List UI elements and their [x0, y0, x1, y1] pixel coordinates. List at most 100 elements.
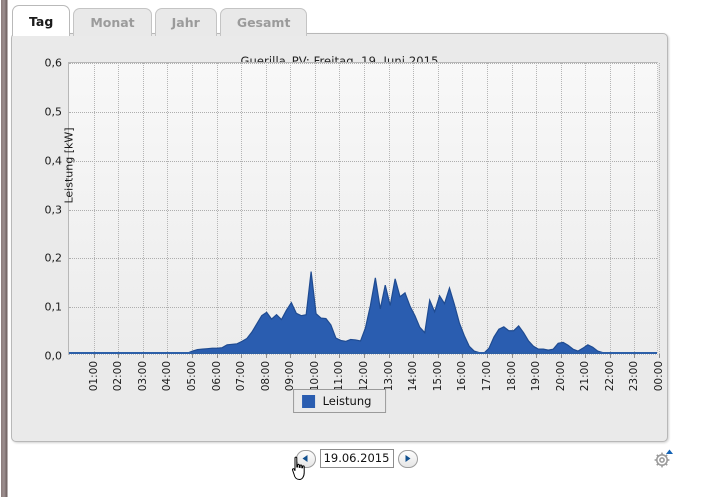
tab-tag-label: Tag [29, 13, 54, 29]
x-tick-mark [191, 354, 193, 358]
chevron-right-icon [405, 455, 411, 462]
settings-gear-button[interactable] [652, 448, 674, 470]
grid-line-vertical [486, 63, 488, 354]
x-tick-mark [511, 354, 513, 358]
x-tick-label: 00:00 [653, 361, 665, 392]
x-tick-mark [462, 354, 464, 358]
x-tick-label: 02:00 [112, 361, 125, 392]
x-tick-mark [585, 354, 587, 358]
x-tick-mark [142, 354, 144, 358]
grid-line-vertical [659, 63, 660, 354]
chart-legend[interactable]: Leistung [292, 389, 387, 413]
date-navigation: 19.06.2015 [295, 449, 418, 468]
grid-line-horizontal [69, 111, 657, 113]
grid-line-vertical [290, 63, 292, 354]
x-tick-label: 05:00 [185, 361, 198, 392]
x-tick-label: 23:00 [628, 361, 641, 392]
grid-line-vertical [609, 63, 611, 354]
browser-edge-strip [0, 0, 9, 497]
date-input[interactable]: 19.06.2015 [319, 449, 394, 468]
grid-line-vertical [462, 63, 464, 354]
x-tick-label: 07:00 [235, 361, 248, 392]
x-tick-label: 16:00 [456, 361, 469, 392]
grid-line-vertical [413, 63, 415, 354]
grid-line-vertical [560, 63, 562, 354]
x-tick-label: 22:00 [603, 361, 616, 392]
x-tick-label: 09:00 [284, 361, 297, 392]
next-day-button[interactable] [397, 449, 418, 468]
grid-line-vertical [388, 63, 390, 354]
x-tick-label: 13:00 [382, 361, 395, 392]
x-tick-mark [265, 354, 267, 358]
x-tick-mark [290, 354, 292, 358]
y-tick-label: 0,5 [44, 105, 63, 119]
x-tick-label: 03:00 [136, 361, 149, 392]
y-tick-label: 0,2 [44, 251, 63, 265]
x-tick-label: 19:00 [530, 361, 543, 392]
x-tick-mark [437, 354, 439, 358]
x-tick-label: 10:00 [308, 361, 321, 392]
y-tick-label: 0,0 [44, 349, 63, 363]
grid-line-vertical [536, 63, 538, 354]
x-tick-label: 11:00 [333, 361, 346, 392]
grid-line-vertical [511, 63, 513, 354]
tab-monat[interactable]: Monat [73, 8, 152, 36]
x-tick-mark [314, 354, 316, 358]
prev-day-button[interactable] [295, 449, 316, 468]
x-tick-mark [609, 354, 611, 358]
chevron-left-icon [302, 455, 308, 462]
x-tick-mark [93, 354, 95, 358]
grid-line-horizontal [69, 209, 657, 211]
tab-monat-label: Monat [90, 15, 135, 30]
y-tick-label: 0,6 [44, 56, 63, 70]
x-tick-label: 15:00 [431, 361, 444, 392]
grid-line-horizontal [69, 258, 657, 260]
grid-line-vertical [314, 63, 316, 354]
legend-swatch-leistung [301, 394, 315, 408]
gear-badge-triangle [666, 449, 673, 454]
grid-line-vertical [437, 63, 439, 354]
grid-line-horizontal [69, 307, 657, 309]
y-tick-label: 0,1 [44, 300, 63, 314]
x-tick-mark [339, 354, 341, 358]
x-axis-baseline [69, 352, 657, 354]
x-tick-mark [216, 354, 218, 358]
grid-line-vertical [634, 63, 636, 354]
tab-jahr[interactable]: Jahr [154, 8, 217, 36]
x-tick-mark [167, 354, 169, 358]
grid-line-vertical [364, 63, 365, 354]
chart-panel: Guerilla_PV: Freitag, 19. Juni 2015 Leis… [11, 33, 668, 442]
grid-line-vertical [241, 63, 243, 354]
x-tick-mark [486, 354, 488, 358]
grid-line-horizontal [69, 63, 657, 64]
y-tick-label: 0,3 [44, 203, 63, 216]
x-tick-mark [388, 354, 390, 358]
tab-bar: Tag Monat Jahr Gesamt [12, 5, 310, 36]
x-tick-mark [560, 354, 562, 358]
grid-line-vertical [167, 63, 169, 354]
x-tick-label: 04:00 [161, 361, 174, 392]
grid-line-vertical [265, 63, 267, 354]
x-tick-mark [118, 354, 120, 358]
y-tick-label: 0,4 [44, 154, 63, 168]
tab-tag[interactable]: Tag [12, 5, 71, 36]
grid-line-vertical [585, 63, 587, 354]
x-tick-mark [659, 354, 660, 358]
tab-gesamt[interactable]: Gesamt [219, 8, 308, 36]
x-tick-label: 14:00 [407, 361, 420, 392]
grid-line-vertical [142, 63, 144, 354]
x-tick-mark [364, 354, 365, 358]
x-tick-label: 06:00 [210, 361, 223, 392]
grid-line-vertical [339, 63, 341, 354]
grid-line-vertical [191, 63, 193, 354]
grid-line-horizontal [69, 160, 657, 162]
grid-line-vertical [93, 63, 95, 354]
x-tick-label: 21:00 [579, 361, 592, 392]
plot-area[interactable]: Leistung [kW] 0,0 0,1 0,2 0,3 0,4 0,5 0,6 01:0… [45, 57, 666, 392]
grid-line-vertical [118, 63, 120, 354]
x-tick-label: 01:00 [87, 361, 100, 392]
gear-icon [654, 449, 673, 468]
tab-jahr-label: Jahr [171, 15, 200, 30]
x-tick-mark [241, 354, 243, 358]
